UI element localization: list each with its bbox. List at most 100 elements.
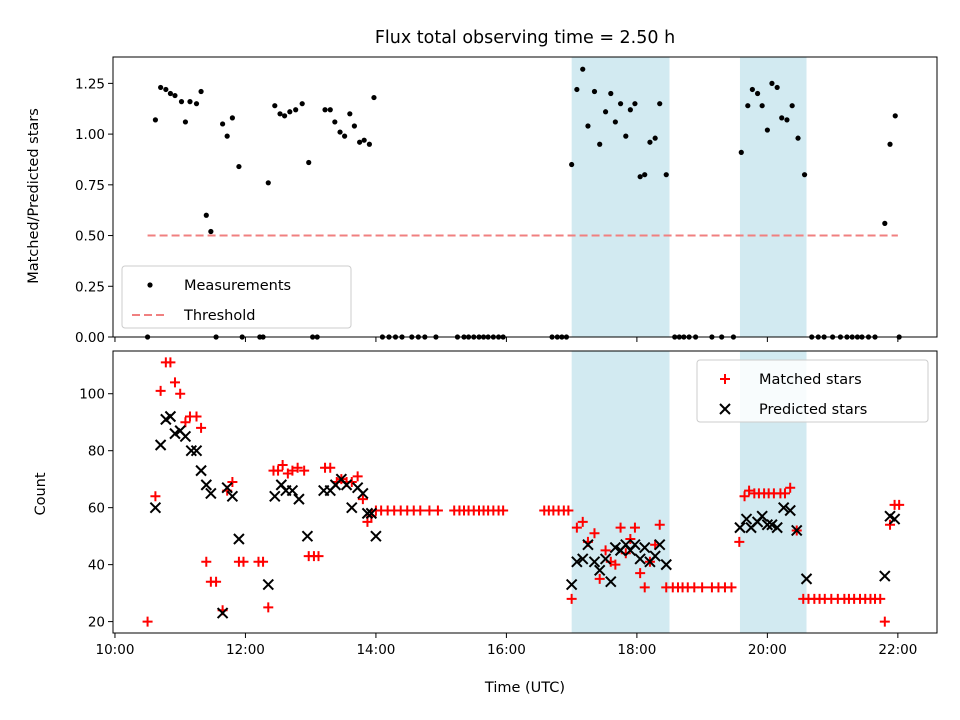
y-tick-label: 0.50 (75, 229, 105, 245)
predicted-stars-point (740, 513, 753, 525)
predicted-stars-point (286, 484, 299, 497)
matched-stars-point (571, 522, 582, 533)
predicted-stars-point (216, 607, 229, 619)
predicted-stars-point (205, 487, 217, 500)
matched-stars-point (625, 534, 636, 544)
predicted-stars-point (588, 556, 601, 568)
measurements-point (287, 109, 293, 115)
measurements-point (293, 107, 299, 113)
matched-stars-point (191, 411, 202, 422)
axes: 0.00 0.25 0.50 0.75 1.00 1.25 (75, 56, 938, 346)
matched-stars-point (734, 536, 745, 547)
matched-stars-point (238, 556, 249, 567)
predicted-stars-point (800, 573, 813, 585)
x-tick-label: 12:00 (226, 642, 265, 658)
measurements-point (585, 123, 591, 129)
measurements-point (236, 163, 242, 170)
matched-stars-point (292, 462, 303, 473)
measurements-point (663, 172, 669, 178)
x-tick-label: 10:00 (96, 642, 135, 658)
matched-stars-point (879, 616, 890, 627)
matched-stars-point (175, 388, 186, 399)
plot-frame (112, 350, 938, 634)
measurements-point (882, 220, 888, 226)
measurements-point (769, 80, 775, 86)
measurements-point (784, 117, 790, 123)
y-tick-label: 60 (88, 501, 105, 517)
predicted-stars-point (605, 576, 617, 588)
predicted-stars-point (301, 530, 314, 542)
shaded-regions (571, 57, 807, 337)
axes: 20 40 60 80 100 10:00 12:00 14:00 16:00 18:00 20:0… (79, 350, 938, 658)
matched-stars-point (352, 471, 363, 482)
matched-stars-point (165, 357, 176, 368)
matched-stars-point (498, 505, 509, 516)
matched-stars-point (726, 582, 737, 593)
matched-stars-point (273, 465, 284, 476)
measurements-point (272, 103, 278, 109)
matched-stars-point (785, 482, 796, 493)
predicted-stars-point (879, 570, 891, 582)
measurements-point (887, 141, 893, 147)
predicted-stars-point (262, 578, 274, 591)
measurements-point (265, 180, 271, 186)
matched-stars-point (180, 417, 191, 428)
predicted-stars-point (784, 504, 796, 517)
matched-stars-point (894, 499, 905, 510)
measurements-point (602, 109, 609, 115)
measurements-point (342, 133, 348, 139)
legend: Measurements Threshold (121, 265, 352, 329)
measurements-point (371, 94, 377, 101)
measurements-point (574, 86, 580, 93)
matched-stars-point (150, 491, 161, 502)
measurements-point (764, 127, 770, 133)
x-tick-label: 14:00 (356, 642, 395, 658)
predicted-stars-point (654, 538, 666, 551)
predicted-stars-point (185, 444, 197, 457)
plot-frame (112, 56, 938, 338)
matched-stars-point (424, 505, 435, 516)
predicted-stars-point (269, 490, 281, 502)
measurements-point (281, 113, 288, 119)
predicted-stars-point (791, 524, 803, 537)
measurements-point (789, 103, 795, 109)
matched-stars-point (142, 616, 153, 627)
predicted-stars-point (634, 553, 646, 565)
measurements-point (627, 107, 633, 113)
measurements-point (203, 212, 209, 218)
predicted-stars-point (777, 501, 790, 514)
predicted-stars-point (629, 538, 641, 551)
measurements-point (745, 103, 751, 109)
measurements-point (277, 111, 283, 117)
y-tick-label: 100 (79, 387, 105, 403)
shaded-region (571, 351, 670, 633)
matched-stars-point (287, 465, 298, 476)
measurements-point (208, 228, 214, 235)
legend-box (696, 359, 929, 423)
predicted-stars-point (233, 533, 245, 545)
measurements-point (738, 149, 744, 155)
predicted-stars-point (149, 501, 162, 514)
matched-stars-point (227, 477, 238, 488)
matched-stars-point (875, 593, 886, 604)
x-tick-label: 20:00 (748, 642, 787, 658)
matched-stars-legend-swatch (720, 374, 730, 384)
predicted-stars-point (771, 521, 783, 534)
y-tick-label: 80 (88, 444, 105, 460)
measurements-point (569, 161, 575, 168)
y-tick-label: 0.25 (75, 279, 105, 295)
x-tick-label: 16:00 (487, 642, 526, 658)
y-tick-label: 1.00 (75, 127, 105, 143)
matched-stars-point (432, 505, 443, 516)
predicted-stars-point (190, 444, 203, 457)
predicted-stars-point (649, 550, 661, 562)
measurements-point (637, 174, 643, 180)
predicted-stars-point (221, 482, 233, 494)
data-marks (142, 357, 905, 627)
predicted-stars-point (226, 490, 239, 502)
measurements-point (299, 101, 305, 107)
measurements-point (749, 86, 755, 93)
predicted-stars-point (599, 553, 612, 565)
measurements-point (774, 84, 780, 91)
